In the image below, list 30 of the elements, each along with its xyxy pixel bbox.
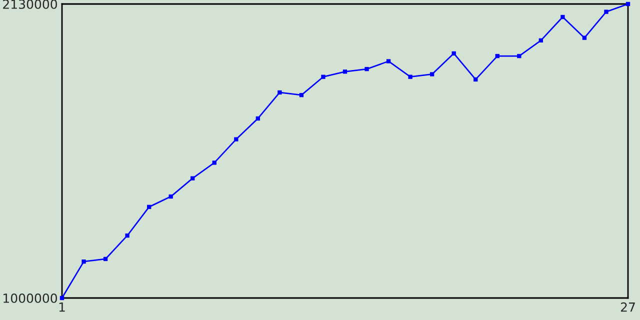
point <box>538 38 544 43</box>
point <box>82 259 86 264</box>
point <box>234 137 238 142</box>
point <box>146 204 152 210</box>
point <box>452 51 456 56</box>
point <box>430 72 434 76</box>
point <box>495 54 500 58</box>
y-tick-label: 1000000 <box>4 293 57 303</box>
point <box>321 74 326 79</box>
point <box>60 296 64 300</box>
x-tick-label: 27 <box>620 302 635 312</box>
x-tick-label: 1 <box>59 302 65 312</box>
point <box>517 54 522 58</box>
point <box>582 36 587 40</box>
point <box>103 256 108 262</box>
point <box>299 92 304 98</box>
point <box>256 116 260 121</box>
point <box>560 14 565 20</box>
point <box>125 233 130 238</box>
point <box>168 194 173 199</box>
point <box>342 70 348 74</box>
point <box>408 74 412 79</box>
point <box>604 10 608 14</box>
point <box>364 66 369 72</box>
point <box>386 59 391 64</box>
point <box>212 160 216 165</box>
point <box>190 176 195 180</box>
point <box>474 77 478 82</box>
point <box>278 90 282 95</box>
point <box>626 2 630 6</box>
